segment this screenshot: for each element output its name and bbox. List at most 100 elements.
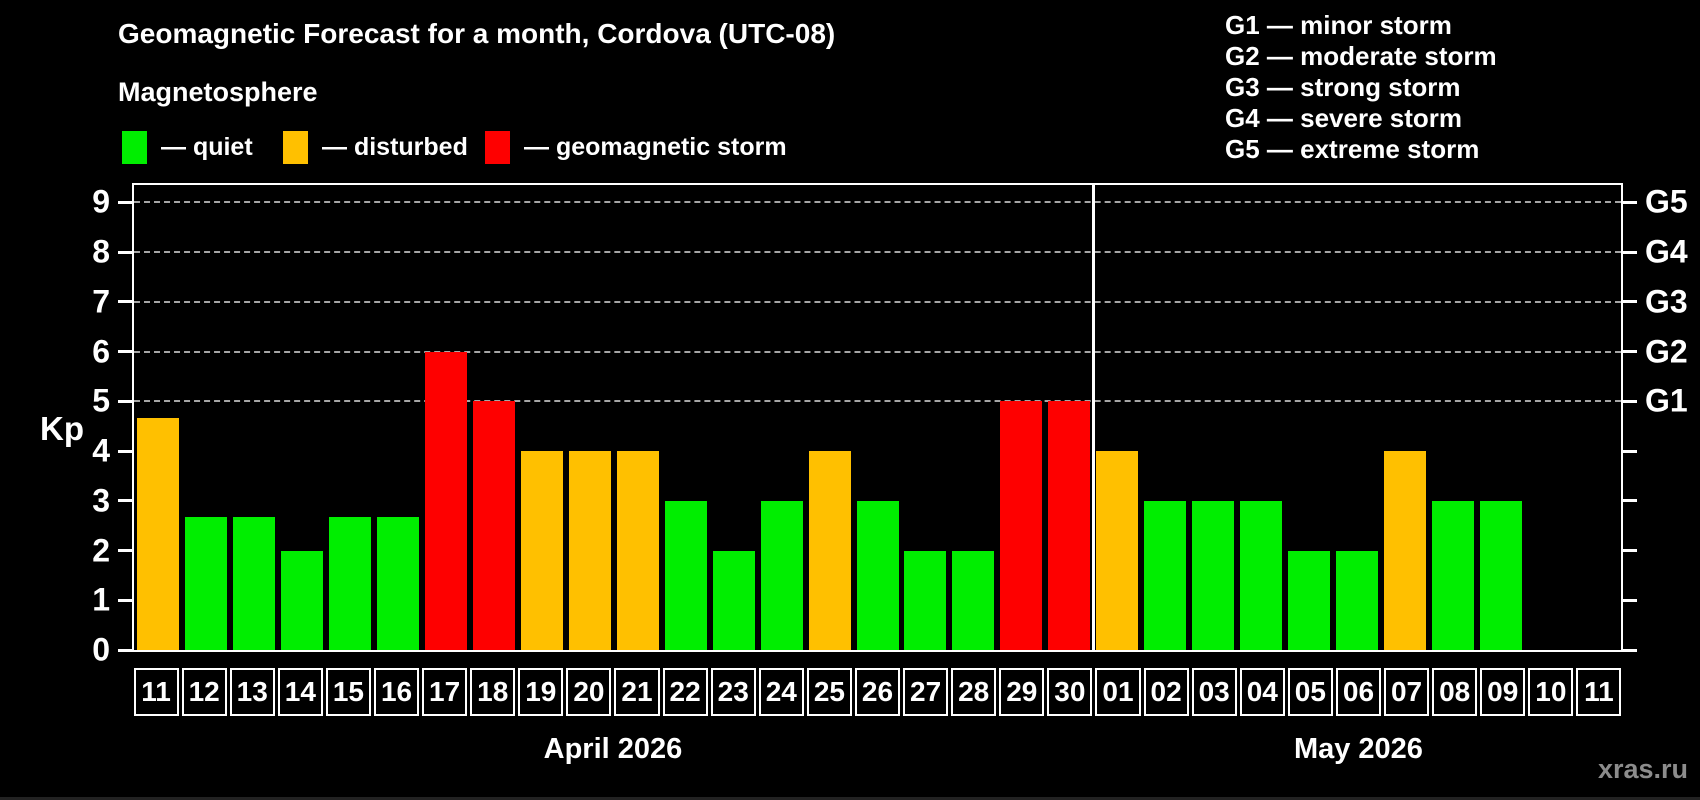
gridline-kp8 xyxy=(134,251,1621,253)
y-tick-label-2: 2 xyxy=(92,532,110,568)
day-label-may-06: 06 xyxy=(1335,668,1381,716)
day-label-may-02: 02 xyxy=(1143,668,1189,716)
day-label-april-11: 11 xyxy=(133,668,179,716)
day-label-april-15: 15 xyxy=(325,668,371,716)
right-tick-kp7 xyxy=(1623,300,1637,304)
day-label-may-10: 10 xyxy=(1528,668,1574,716)
day-label-may-03: 03 xyxy=(1191,668,1237,716)
g-scale-legend-item: G5 — extreme storm xyxy=(1225,134,1480,164)
y-tick-label-8: 8 xyxy=(92,233,110,270)
left-tick-kp7 xyxy=(118,300,132,304)
day-label-may-04: 04 xyxy=(1239,668,1285,716)
g-scale-legend: G1 — minor storm G2 — moderate storm G3 — … xyxy=(1225,10,1497,165)
day-label-april-24: 24 xyxy=(758,668,804,716)
day-label-april-26: 26 xyxy=(854,668,901,716)
legend-heading: Magnetosphere xyxy=(118,77,318,107)
kp-bar-april-16 xyxy=(376,517,419,650)
left-tick-kp3 xyxy=(118,499,132,503)
legend-item-disturbed: — disturbed xyxy=(283,129,468,165)
day-label-april-29: 29 xyxy=(999,668,1045,716)
right-tick-kp0 xyxy=(1623,648,1637,652)
g-level-label-g1: G1 xyxy=(1645,382,1688,419)
kp-bar-may-07 xyxy=(1384,451,1427,650)
day-label-may-09: 09 xyxy=(1480,668,1526,716)
day-label-may-11: 11 xyxy=(1576,668,1622,716)
kp-bar-april-12 xyxy=(184,517,227,650)
left-tick-kp9 xyxy=(118,200,132,204)
gridline-kp5 xyxy=(134,400,1621,403)
kp-bar-april-19 xyxy=(520,451,563,650)
day-label-may-07: 07 xyxy=(1384,668,1430,716)
kp-bar-april-13 xyxy=(232,517,275,650)
day-label-april-18: 18 xyxy=(470,668,516,716)
right-tick-kp8 xyxy=(1623,250,1637,254)
g-level-label-g2: G2 xyxy=(1645,333,1688,369)
left-tick-kp5 xyxy=(118,399,132,403)
day-label-april-22: 22 xyxy=(662,668,708,716)
gridline-kp9 xyxy=(134,201,1621,204)
y-tick-label-7: 7 xyxy=(92,283,110,320)
day-label-april-25: 25 xyxy=(806,668,852,716)
g-level-label-g3: G3 xyxy=(1645,283,1688,320)
day-label-april-20: 20 xyxy=(566,668,612,716)
right-tick-kp2 xyxy=(1623,549,1637,552)
y-tick-label-4: 4 xyxy=(92,432,110,469)
disturbed-color-swatch xyxy=(283,130,308,164)
month-label-may: May 2026 xyxy=(1293,733,1423,765)
right-tick-kp1 xyxy=(1623,598,1637,602)
kp-bar-april-21 xyxy=(616,451,659,650)
right-tick-kp5 xyxy=(1623,399,1637,403)
day-label-april-23: 23 xyxy=(710,668,756,716)
left-tick-kp8 xyxy=(118,250,132,254)
day-label-april-28: 28 xyxy=(951,668,997,716)
legend-item-label: — quiet xyxy=(161,132,253,161)
kp-bar-april-20 xyxy=(568,451,611,650)
left-tick-kp1 xyxy=(118,598,132,602)
kp-bar-april-15 xyxy=(328,517,371,650)
gridline-kp6 xyxy=(134,350,1621,353)
kp-bar-april-30 xyxy=(1048,401,1091,650)
kp-bar-april-17 xyxy=(424,351,467,650)
kp-bar-may-03 xyxy=(1192,500,1235,650)
kp-bar-april-27 xyxy=(904,550,947,650)
left-tick-kp0 xyxy=(118,648,132,652)
legend-item-label: — disturbed xyxy=(322,132,468,161)
kp-bar-april-11 xyxy=(136,417,179,650)
legend-item-quiet: — quiet xyxy=(122,129,253,165)
legend-item-label: — geomagnetic storm xyxy=(524,132,787,161)
day-label-april-12: 12 xyxy=(181,668,227,716)
day-label-april-19: 19 xyxy=(518,668,564,716)
left-tick-kp2 xyxy=(118,549,132,552)
bottom-edge-line xyxy=(0,797,1700,800)
watermark: xras.ru xyxy=(1597,754,1688,784)
right-tick-kp3 xyxy=(1623,499,1637,503)
kp-bar-april-22 xyxy=(664,500,707,650)
day-label-april-13: 13 xyxy=(229,668,275,716)
kp-axis-label: Kp xyxy=(40,410,84,447)
kp-bar-april-23 xyxy=(712,550,755,650)
g-scale-legend-item: G3 — strong storm xyxy=(1225,72,1461,102)
kp-bar-april-18 xyxy=(472,401,515,650)
plot-area xyxy=(132,183,1623,652)
kp-bar-april-29 xyxy=(1000,401,1043,650)
kp-bar-may-09 xyxy=(1480,500,1523,650)
g-scale-legend-item: G1 — minor storm xyxy=(1225,10,1452,40)
day-label-may-08: 08 xyxy=(1432,668,1478,716)
kp-bar-may-01 xyxy=(1096,451,1139,650)
y-tick-label-0: 0 xyxy=(92,631,110,668)
storm-color-swatch xyxy=(485,130,510,164)
day-label-april-30: 30 xyxy=(1047,668,1093,716)
day-label-april-16: 16 xyxy=(373,668,420,716)
day-label-april-14: 14 xyxy=(277,668,323,716)
left-tick-kp6 xyxy=(118,350,132,353)
day-label-may-05: 05 xyxy=(1287,668,1333,716)
kp-bar-april-14 xyxy=(280,550,323,650)
y-tick-label-3: 3 xyxy=(92,482,110,519)
month-separator-line xyxy=(1091,185,1095,650)
day-label-april-27: 27 xyxy=(903,668,949,716)
y-tick-label-1: 1 xyxy=(92,581,110,618)
kp-bar-april-25 xyxy=(808,451,851,650)
y-tick-label-6: 6 xyxy=(92,333,110,369)
kp-bar-may-04 xyxy=(1240,500,1283,650)
